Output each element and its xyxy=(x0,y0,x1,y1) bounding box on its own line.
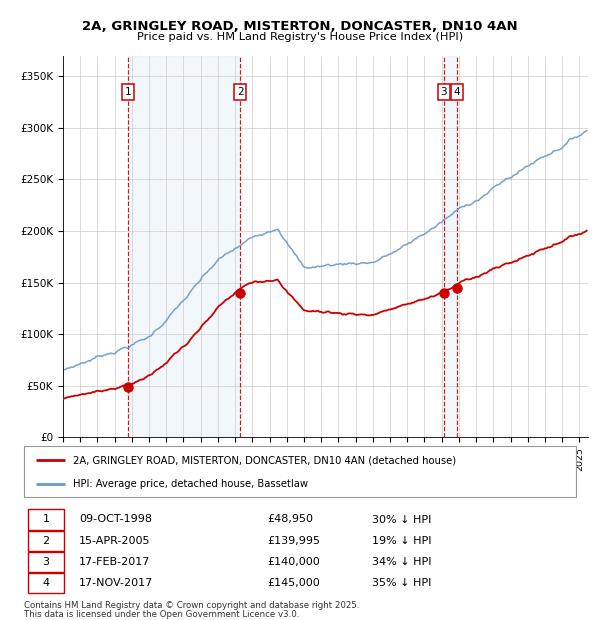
Text: 1: 1 xyxy=(125,87,131,97)
Text: 3: 3 xyxy=(440,87,447,97)
FancyBboxPatch shape xyxy=(24,446,576,497)
Text: £140,000: £140,000 xyxy=(267,557,320,567)
Text: 4: 4 xyxy=(454,87,460,97)
Text: HPI: Average price, detached house, Bassetlaw: HPI: Average price, detached house, Bass… xyxy=(73,479,308,489)
Text: £48,950: £48,950 xyxy=(267,515,313,525)
Text: 3: 3 xyxy=(43,557,50,567)
Text: 09-OCT-1998: 09-OCT-1998 xyxy=(79,515,152,525)
Text: 2A, GRINGLEY ROAD, MISTERTON, DONCASTER, DN10 4AN: 2A, GRINGLEY ROAD, MISTERTON, DONCASTER,… xyxy=(82,20,518,33)
Text: This data is licensed under the Open Government Licence v3.0.: This data is licensed under the Open Gov… xyxy=(24,610,299,619)
Bar xyxy=(128,56,240,437)
Text: 2A, GRINGLEY ROAD, MISTERTON, DONCASTER, DN10 4AN (detached house): 2A, GRINGLEY ROAD, MISTERTON, DONCASTER,… xyxy=(73,455,456,465)
Text: 17-FEB-2017: 17-FEB-2017 xyxy=(79,557,151,567)
Text: 15-APR-2005: 15-APR-2005 xyxy=(79,536,151,546)
Bar xyxy=(444,56,457,437)
FancyBboxPatch shape xyxy=(28,531,64,551)
Text: 17-NOV-2017: 17-NOV-2017 xyxy=(79,578,154,588)
Text: 2: 2 xyxy=(43,536,50,546)
Text: 35% ↓ HPI: 35% ↓ HPI xyxy=(372,578,431,588)
Text: 2: 2 xyxy=(237,87,244,97)
Text: 1: 1 xyxy=(43,515,50,525)
Text: 4: 4 xyxy=(43,578,50,588)
Text: 30% ↓ HPI: 30% ↓ HPI xyxy=(372,515,431,525)
Text: £139,995: £139,995 xyxy=(267,536,320,546)
Text: 34% ↓ HPI: 34% ↓ HPI xyxy=(372,557,431,567)
Text: Price paid vs. HM Land Registry's House Price Index (HPI): Price paid vs. HM Land Registry's House … xyxy=(137,32,463,42)
FancyBboxPatch shape xyxy=(28,552,64,572)
Text: Contains HM Land Registry data © Crown copyright and database right 2025.: Contains HM Land Registry data © Crown c… xyxy=(24,601,359,611)
FancyBboxPatch shape xyxy=(28,510,64,529)
FancyBboxPatch shape xyxy=(28,573,64,593)
Text: £145,000: £145,000 xyxy=(267,578,320,588)
Text: 19% ↓ HPI: 19% ↓ HPI xyxy=(372,536,431,546)
